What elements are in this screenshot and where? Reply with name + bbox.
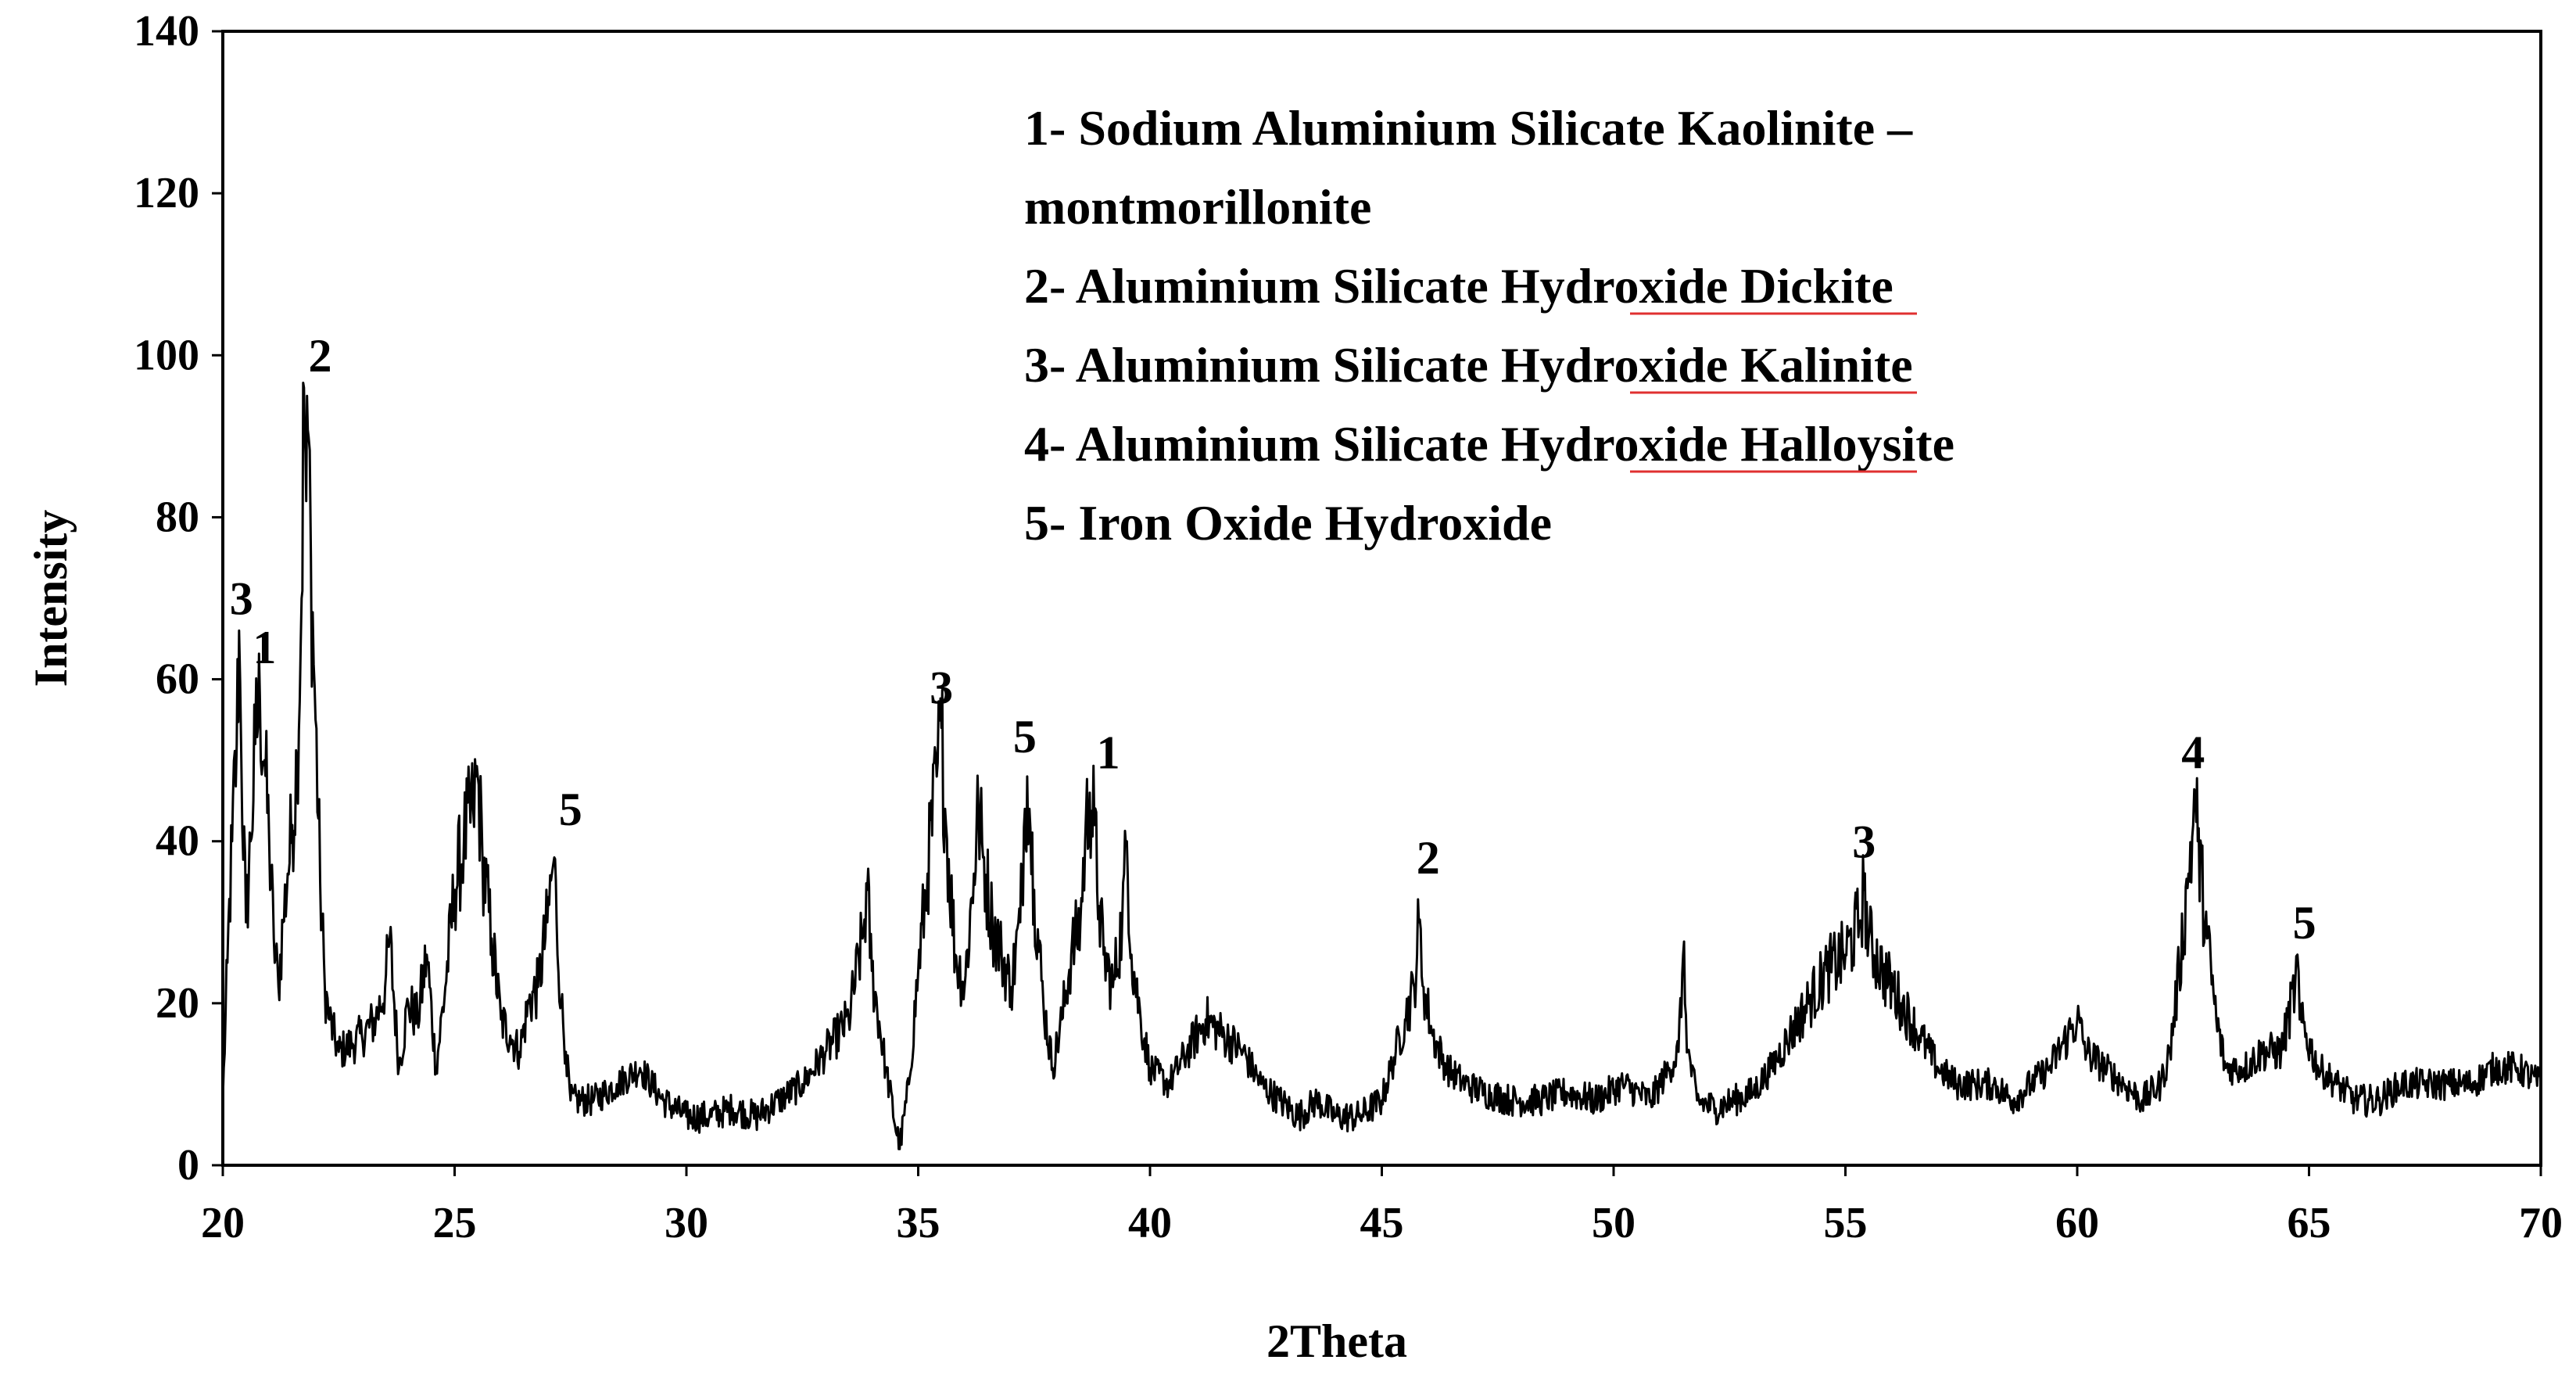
- y-tick-label: 120: [134, 169, 199, 217]
- x-tick-label: 40: [1128, 1199, 1172, 1247]
- x-tick-label: 35: [897, 1199, 940, 1247]
- legend-entry: 2- Aluminium Silicate Hydroxide Dickite: [1024, 258, 1893, 314]
- plot-frame: [221, 30, 2542, 1167]
- legend: 1- Sodium Aluminium Silicate Kaolinite –…: [1024, 100, 1954, 551]
- legend-entry: 5- Iron Oxide Hydroxide: [1024, 495, 1552, 551]
- x-tick-label: 60: [2055, 1199, 2099, 1247]
- peak-label: 4: [2181, 727, 2205, 779]
- y-tick-label: 80: [156, 493, 199, 541]
- x-axis: 20 25 30 35 40 45 50 55 60 65 70: [201, 1165, 2563, 1247]
- y-axis-label: Intensity: [25, 510, 77, 687]
- x-tick-label: 65: [2288, 1199, 2331, 1247]
- peak-label: 5: [1013, 711, 1037, 762]
- peak-label: 1: [1097, 727, 1120, 779]
- x-tick-label: 30: [665, 1199, 708, 1247]
- peak-label: 3: [930, 662, 953, 714]
- peak-label: 1: [253, 622, 276, 673]
- legend-entry: montmorillonite: [1024, 179, 1371, 235]
- x-tick-label: 45: [1360, 1199, 1404, 1247]
- y-tick-label: 140: [134, 7, 199, 56]
- y-tick-label: 0: [177, 1141, 199, 1189]
- y-tick-label: 60: [156, 655, 199, 704]
- peak-label: 2: [1417, 832, 1440, 884]
- peak-label: 5: [2293, 897, 2316, 949]
- y-tick-label: 20: [156, 979, 199, 1028]
- peak-label: 2: [309, 330, 332, 382]
- peak-label: 3: [230, 573, 253, 625]
- x-axis-label: 2Theta: [1267, 1315, 1407, 1367]
- diffraction-series-line: [221, 382, 2542, 1150]
- x-tick-label: 70: [2519, 1199, 2563, 1247]
- x-tick-label: 20: [201, 1199, 245, 1247]
- peak-label: 3: [1852, 816, 1876, 867]
- x-tick-label: 25: [433, 1199, 477, 1247]
- legend-entry: 4- Aluminium Silicate Hydroxide Halloysi…: [1024, 416, 1954, 472]
- y-tick-label: 100: [134, 331, 199, 379]
- x-tick-label: 55: [1824, 1199, 1868, 1247]
- y-tick-label: 40: [156, 817, 199, 866]
- legend-entry: 3- Aluminium Silicate Hydroxide Kalinite: [1024, 337, 1913, 393]
- x-tick-label: 50: [1592, 1199, 1636, 1247]
- y-axis: 0 20 40 60 80 100 120 140: [134, 7, 223, 1189]
- peak-label: 5: [559, 784, 582, 835]
- legend-entry: 1- Sodium Aluminium Silicate Kaolinite –: [1024, 100, 1913, 156]
